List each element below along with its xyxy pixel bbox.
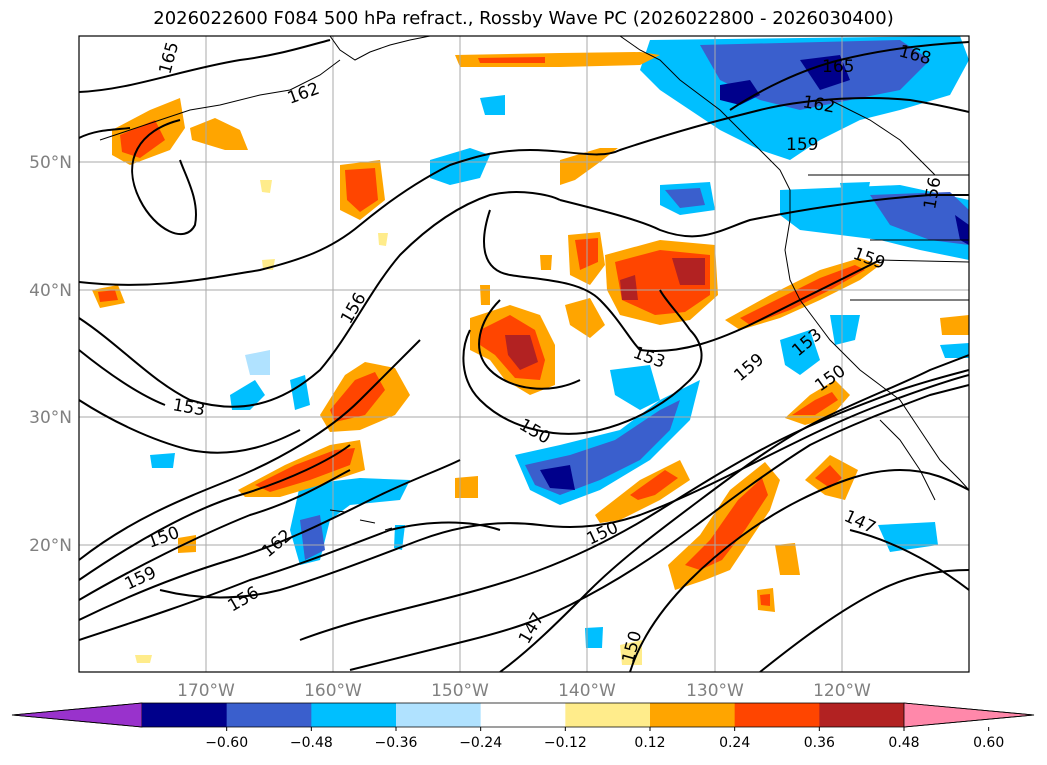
lat-label: 20°N — [29, 536, 72, 556]
colorbar-tick-label: −0.60 — [205, 735, 248, 751]
map-frame — [78, 35, 970, 673]
graticule — [79, 36, 969, 672]
colorbar-extend-low — [11, 702, 143, 728]
colorbar-bin — [142, 703, 228, 727]
lon-label: 140°W — [558, 681, 616, 701]
colorbar-tick-label: −0.48 — [290, 735, 333, 751]
colorbar-bin — [311, 703, 397, 727]
colorbar-bin — [226, 703, 312, 727]
colorbar-bin — [650, 703, 736, 727]
colorbar: −0.60 −0.48 −0.36 −0.24 −0.12 0.12 0.24 0.36 0.4… — [11, 702, 1035, 751]
latitude-labels: 50°N 40°N 30°N 20°N — [29, 153, 72, 556]
colorbar-bin — [819, 703, 905, 727]
colorbar-outline — [11, 702, 1035, 728]
colorbar-tick-label: 0.12 — [634, 735, 665, 751]
map-title: 2026022600 F084 500 hPa refract., Rossby… — [153, 8, 894, 29]
colorbar-tick-label: −0.12 — [544, 735, 587, 751]
lat-label: 30°N — [29, 408, 72, 428]
lat-label: 50°N — [29, 153, 72, 173]
lat-label: 40°N — [29, 281, 72, 301]
positive-anomaly-fill — [92, 52, 969, 665]
colorbar-tick-label: 0.36 — [804, 735, 835, 751]
colorbar-tick-label: −0.36 — [375, 735, 418, 751]
height-contours — [79, 39, 969, 672]
colorbar-tick-label: 0.60 — [973, 735, 1004, 751]
colorbar-tick-label: 0.48 — [888, 735, 919, 751]
colorbar-bin — [480, 703, 566, 727]
colorbar-tick-label: 0.24 — [719, 735, 750, 751]
contour-label: 159 — [786, 135, 818, 155]
contour-label: 165 — [822, 57, 854, 77]
lon-label: 130°W — [686, 681, 744, 701]
lon-label: 170°W — [177, 681, 235, 701]
lon-label: 120°W — [813, 681, 871, 701]
negative-anomaly-fill — [150, 36, 969, 648]
map-plot-area: 165 162 168 165 162 159 156 159 156 153 … — [79, 36, 969, 672]
colorbar-bin — [565, 703, 651, 727]
colorbar-tick-label: −0.24 — [459, 735, 502, 751]
colorbar-bin — [396, 703, 482, 727]
longitude-labels: 170°W 160°W 150°W 140°W 130°W 120°W — [177, 681, 871, 701]
colorbar-bin — [734, 703, 820, 727]
lon-label: 150°W — [431, 681, 489, 701]
lon-label: 160°W — [304, 681, 362, 701]
colorbar-extend-high — [903, 702, 1035, 728]
